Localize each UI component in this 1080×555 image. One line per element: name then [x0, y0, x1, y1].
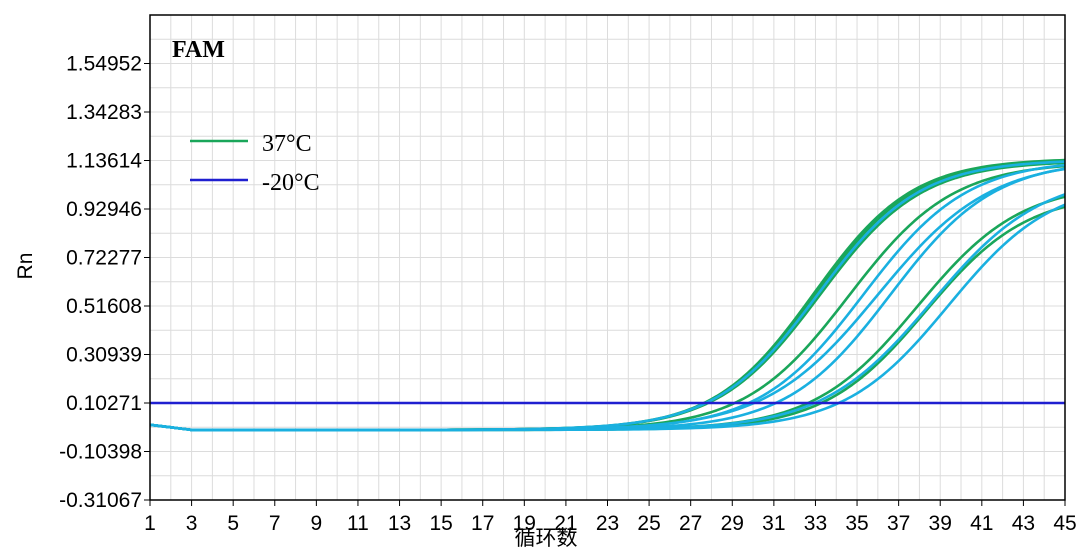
x-tick-label: 27: [679, 512, 702, 535]
y-tick-label: 0.72277: [66, 246, 142, 269]
x-tick-label: 23: [596, 512, 619, 535]
y-tick-label: 0.92946: [66, 198, 142, 221]
x-tick-label: 35: [845, 512, 868, 535]
x-tick-label: 5: [227, 512, 239, 535]
x-tick-label: 29: [721, 512, 744, 535]
y-tick-label: 0.30939: [66, 344, 142, 367]
x-tick-label: 9: [311, 512, 323, 535]
legend: 37°C -20°C: [190, 131, 320, 196]
x-tick-label: 45: [1053, 512, 1076, 535]
x-tick-label: 41: [970, 512, 993, 535]
x-tick-label: 21: [554, 512, 577, 535]
amplification-curve: [149, 203, 1066, 432]
chart-title: FAM: [172, 37, 225, 63]
y-tick-labels: -0.31067 -0.10398 0.10271 0.30939 0.51608 0.7…: [59, 52, 150, 512]
x-tick-label: 17: [471, 512, 494, 535]
y-tick-label: 1.54952: [66, 52, 142, 75]
x-tick-label: 3: [186, 512, 198, 535]
y-tick-label: -0.31067: [59, 489, 142, 512]
x-tick-label: 11: [347, 512, 369, 535]
grid: [149, 15, 1066, 500]
legend-label-minus20c: -20°C: [262, 170, 320, 196]
y-axis-label: Rn: [14, 253, 37, 280]
x-tick-label: 13: [388, 512, 411, 535]
y-tick-label: 1.34283: [66, 101, 142, 124]
x-axis-label: 循环数: [515, 527, 578, 550]
y-tick-label: -0.10398: [59, 440, 142, 463]
x-tick-label: 1: [144, 512, 156, 535]
y-tick-label: 0.51608: [66, 295, 142, 318]
x-tick-label: 25: [637, 512, 660, 535]
x-tick-label: 37: [887, 512, 910, 535]
x-tick-label: 43: [1012, 512, 1035, 535]
x-tick-label: 7: [269, 512, 281, 535]
x-tick-label: 19: [513, 512, 536, 535]
x-tick-label: 31: [762, 512, 785, 535]
y-tick-label: 1.13614: [66, 149, 142, 172]
series-group: [149, 158, 1066, 432]
y-tick-label: 0.10271: [66, 392, 142, 415]
x-tick-label: 15: [429, 512, 452, 535]
x-tick-label: 39: [929, 512, 952, 535]
x-tick-label: 33: [804, 512, 827, 535]
legend-label-37c: 37°C: [262, 131, 312, 157]
x-tick-labels: 1 3 5 7 9 11 13 15 17 19 21 23 25 27 29 31 33 35 37 39 41 43 4…: [144, 500, 1077, 535]
